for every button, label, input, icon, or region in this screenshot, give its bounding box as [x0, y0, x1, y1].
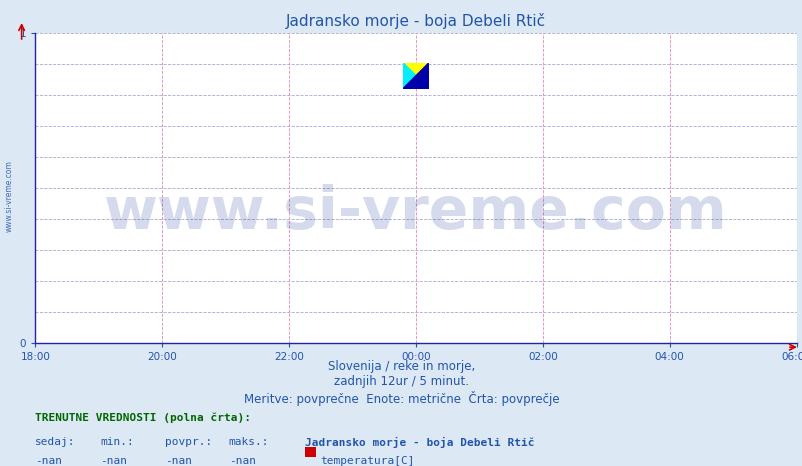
Text: zadnjih 12ur / 5 minut.: zadnjih 12ur / 5 minut. [334, 375, 468, 388]
Text: -nan: -nan [100, 456, 128, 466]
Text: povpr.:: povpr.: [164, 437, 212, 446]
Title: Jadransko morje - boja Debeli Rtič: Jadransko morje - boja Debeli Rtič [286, 13, 545, 29]
Polygon shape [403, 63, 428, 89]
Text: temperatura[C]: temperatura[C] [320, 456, 415, 466]
Text: TRENUTNE VREDNOSTI (polna črta):: TRENUTNE VREDNOSTI (polna črta): [35, 412, 251, 423]
Text: Slovenija / reke in morje,: Slovenija / reke in morje, [327, 360, 475, 373]
Text: -nan: -nan [229, 456, 256, 466]
Text: maks.:: maks.: [229, 437, 269, 446]
Text: -nan: -nan [164, 456, 192, 466]
Text: Jadransko morje - boja Debeli Rtič: Jadransko morje - boja Debeli Rtič [305, 437, 534, 448]
Text: min.:: min.: [100, 437, 134, 446]
Text: -nan: -nan [35, 456, 63, 466]
Text: Meritve: povprečne  Enote: metrične  Črta: povprečje: Meritve: povprečne Enote: metrične Črta:… [243, 391, 559, 405]
Polygon shape [403, 63, 428, 89]
Text: sedaj:: sedaj: [35, 437, 75, 446]
Polygon shape [403, 63, 428, 89]
Text: www.si-vreme.com: www.si-vreme.com [5, 160, 14, 232]
Text: www.si-vreme.com: www.si-vreme.com [104, 184, 727, 241]
